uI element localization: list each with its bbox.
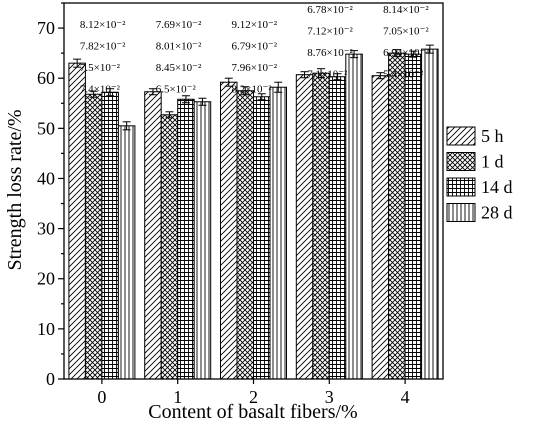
bar-5h-1 <box>144 91 162 380</box>
annotations-layer: 8.12×10⁻² 7.82×10⁻² 7.5×10⁻² 7.4×10⁻² 7.69×1… <box>80 4 429 96</box>
annotation-1-2: 8.45×10⁻² <box>156 62 202 74</box>
legend-swatch-5h <box>446 126 476 146</box>
bar-28d-1 <box>193 101 212 380</box>
legend-label-5h: 5 h <box>481 126 504 146</box>
bar-14d-1 <box>177 98 195 380</box>
bar-5h-3 <box>295 74 314 380</box>
y-tick-label-20: 20 <box>37 269 55 289</box>
error-bar-28d-1 <box>198 97 207 106</box>
error-bar-28d-0 <box>122 121 131 131</box>
x-tick-label-3: 3 <box>325 387 334 407</box>
legend-label-14d: 14 d <box>481 177 513 197</box>
error-bar-14d-3 <box>333 73 342 81</box>
annotation-4-0: 8.14×10⁻² <box>383 4 429 16</box>
annotation-4-3: 5.4×10⁻² <box>383 69 424 81</box>
x-tick-label-4: 4 <box>401 387 410 407</box>
bars-layer <box>68 48 439 380</box>
bar-1d-2 <box>236 90 254 380</box>
error-bar-28d-2 <box>274 81 283 93</box>
legend-item-28d: 28 d <box>446 203 513 223</box>
bar-5h-2 <box>220 81 238 380</box>
y-axis-label: Strength loss rate/% <box>4 109 26 270</box>
error-bar-5h-1 <box>148 88 157 96</box>
bar-5h-0 <box>68 62 86 380</box>
legend-swatch-28d <box>446 203 476 222</box>
annotation-2-0: 9.12×10⁻² <box>232 19 278 31</box>
legend-item-14d: 14 d <box>446 177 513 197</box>
annotation-0-3: 7.4×10⁻² <box>80 84 121 96</box>
bar-1d-4 <box>388 52 406 380</box>
annotation-2-1: 6.79×10⁻² <box>232 41 278 53</box>
error-bar-5h-0 <box>73 58 82 68</box>
error-bars-layer <box>73 44 434 131</box>
bar-14d-3 <box>328 76 347 380</box>
error-bar-1d-2 <box>241 86 250 96</box>
legend-swatch-14d <box>446 177 476 197</box>
error-bar-5h-2 <box>224 77 233 87</box>
bar-1d-3 <box>312 72 330 380</box>
x-tick-label-1: 1 <box>173 387 182 407</box>
bar-14d-0 <box>101 91 119 380</box>
x-axis-label: Content of basalt fibers/% <box>148 401 357 423</box>
annotation-4-2: 6.94×10⁻² <box>383 47 429 59</box>
y-tick-label-0: 0 <box>46 369 55 389</box>
bar-28d-0 <box>117 125 136 380</box>
x-tick-label-0: 0 <box>97 387 106 407</box>
y-tick-label-30: 30 <box>37 219 55 239</box>
annotation-3-1: 7.12×10⁻² <box>307 26 353 38</box>
error-bar-14d-2 <box>257 93 266 101</box>
bar-28d-2 <box>269 86 287 380</box>
y-tick-label-40: 40 <box>37 168 55 188</box>
legend-swatch-1d <box>446 152 476 171</box>
annotation-0-2: 7.5×10⁻² <box>80 62 121 74</box>
legend-item-1d: 1 d <box>446 152 504 172</box>
legend-label-28d: 28 d <box>481 203 513 223</box>
y-tick-label-10: 10 <box>37 319 55 339</box>
error-bar-14d-1 <box>181 95 190 104</box>
error-bar-14d-4 <box>409 50 418 58</box>
annotation-3-0: 6.78×10⁻² <box>307 4 353 16</box>
bar-1d-1 <box>160 114 179 380</box>
annotation-1-1: 8.01×10⁻² <box>156 41 202 53</box>
bar-1d-0 <box>84 93 103 380</box>
x-axis-ticks: 0 1 2 3 4 <box>97 379 410 407</box>
error-bar-1d-0 <box>89 90 98 98</box>
error-bar-14d-0 <box>106 88 115 97</box>
y-axis-ticks: 0 10 20 30 40 50 60 70 <box>37 2 64 389</box>
bar-14d-4 <box>404 53 423 380</box>
error-bar-1d-1 <box>165 111 174 119</box>
annotation-2-2: 7.96×10⁻² <box>232 62 278 74</box>
y-tick-label-50: 50 <box>37 118 55 138</box>
annotation-2-3: 8.2×10⁻² <box>232 84 273 96</box>
annotation-1-3: 6.5×10⁻² <box>156 84 197 96</box>
error-bar-28d-4 <box>425 44 434 54</box>
error-bar-5h-3 <box>300 71 309 79</box>
bar-5h-4 <box>371 75 390 380</box>
legend-item-5h: 5 h <box>446 126 504 146</box>
annotation-3-2: 8.76×10⁻² <box>307 47 353 59</box>
annotation-3-3: 7.1×10⁻² <box>307 69 348 81</box>
y-tick-label-70: 70 <box>37 18 55 38</box>
legend-label-1d: 1 d <box>481 152 504 172</box>
annotation-0-0: 8.12×10⁻² <box>80 19 126 31</box>
error-bar-5h-4 <box>376 72 385 80</box>
bar-28d-3 <box>345 53 363 380</box>
bar-14d-2 <box>253 96 271 380</box>
error-bar-28d-3 <box>350 50 359 59</box>
legend: 5 h 1 d 14 d 28 d <box>446 126 513 223</box>
annotation-4-1: 7.05×10⁻² <box>383 26 429 38</box>
x-tick-label-2: 2 <box>249 387 258 407</box>
error-bar-1d-4 <box>392 49 401 58</box>
error-bar-1d-3 <box>317 68 326 79</box>
y-tick-label-60: 60 <box>37 68 55 88</box>
annotation-0-1: 7.82×10⁻² <box>80 41 126 53</box>
annotation-1-0: 7.69×10⁻² <box>156 19 202 31</box>
bar-28d-4 <box>421 48 439 380</box>
